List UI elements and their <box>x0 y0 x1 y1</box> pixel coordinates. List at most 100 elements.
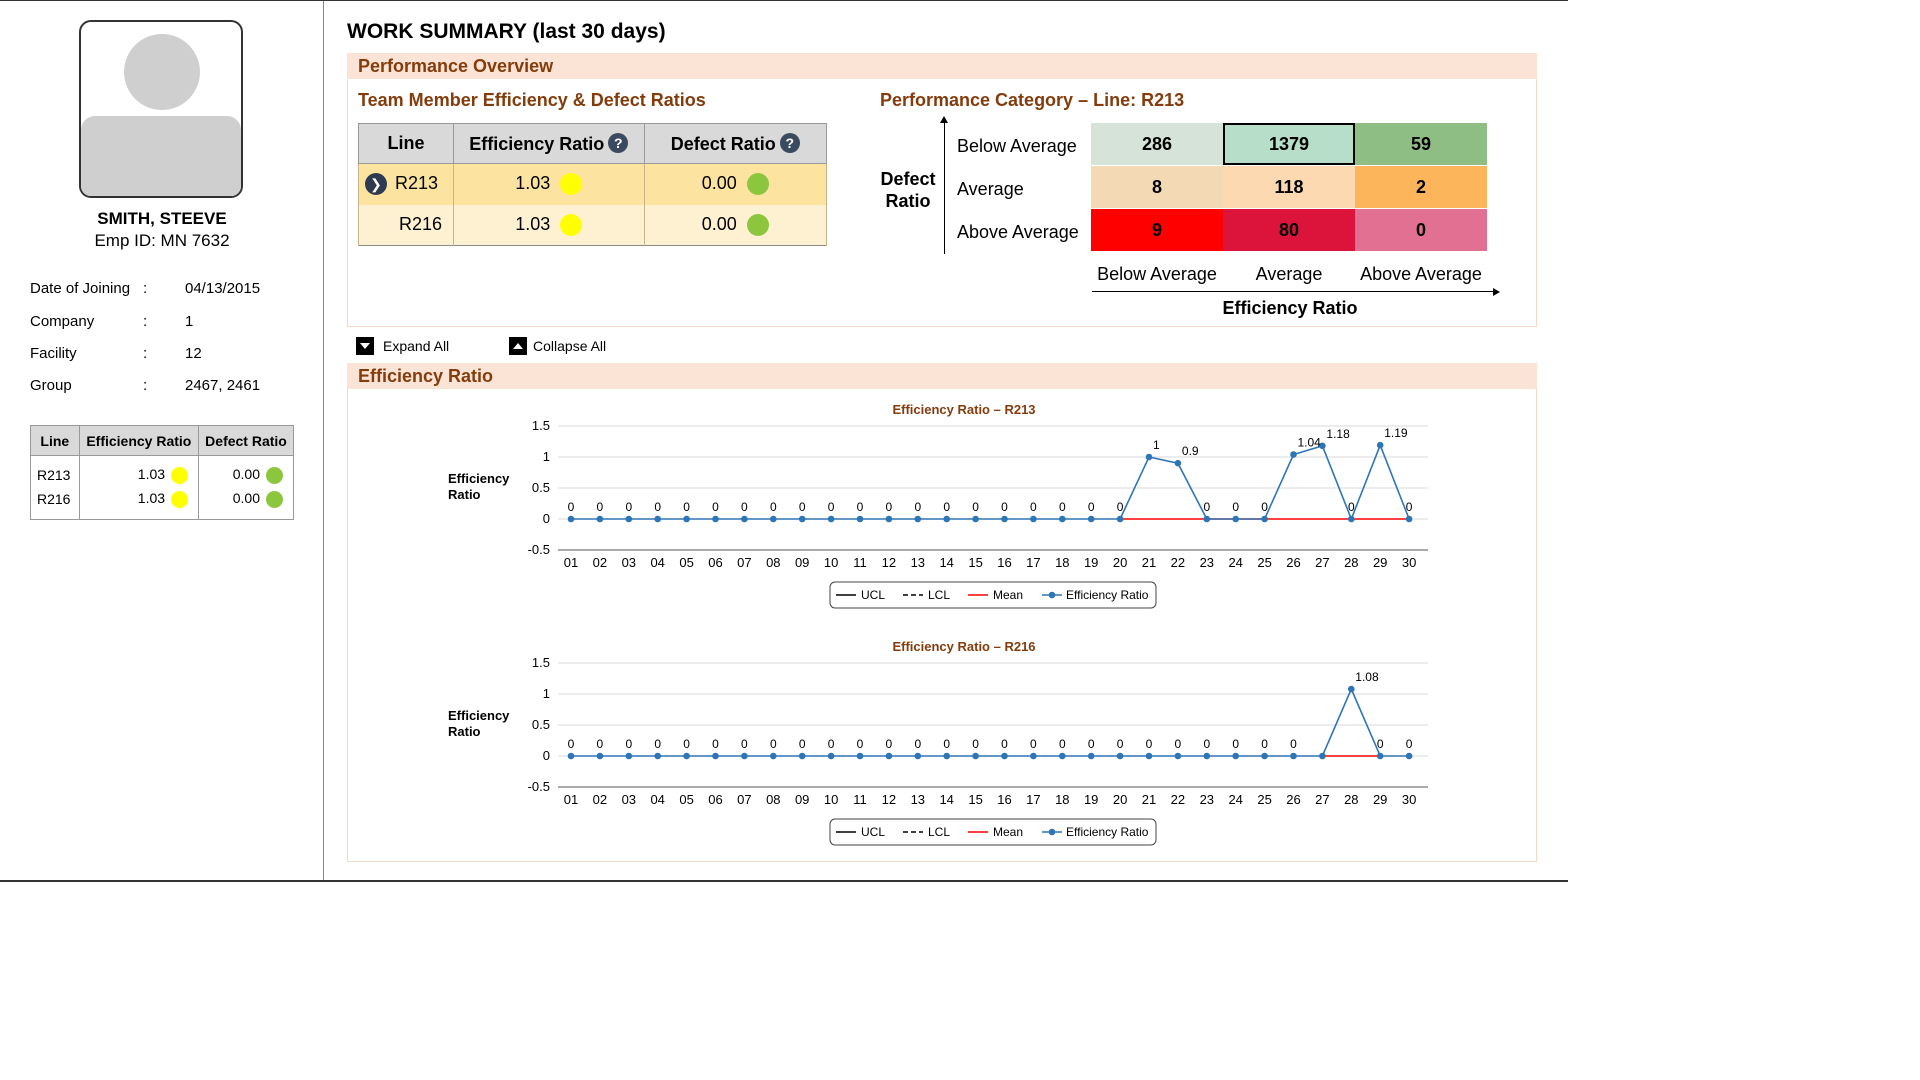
page-title: WORK SUMMARY (last 30 days) <box>347 20 666 43</box>
data-label: 0 <box>625 500 632 514</box>
legend-label: Mean <box>993 825 1023 839</box>
data-point <box>1348 515 1355 523</box>
collapse-all-button[interactable]: Collapse All <box>509 337 606 356</box>
data-label: 0 <box>886 737 893 751</box>
data-label: 0 <box>712 737 719 751</box>
yellow-status-dot-icon <box>560 173 583 196</box>
info-separator: : <box>143 313 148 330</box>
x-tick-label: 18 <box>1055 555 1069 570</box>
column-header-line: Line <box>358 123 454 164</box>
matrix-cell[interactable]: 80 <box>1223 209 1355 251</box>
x-tick-label: 29 <box>1373 555 1387 570</box>
data-label: 0 <box>712 500 719 514</box>
defect-axis-label-line1: Defect <box>880 169 936 189</box>
defect-cell: 0.00 <box>643 163 828 205</box>
efficiency-value: 1.03 <box>137 465 166 482</box>
x-tick-label: 18 <box>1055 792 1069 807</box>
info-row-company: Company : 1 <box>30 313 310 333</box>
data-label: 0 <box>1059 737 1066 751</box>
y-tick-label: 1 <box>543 686 550 701</box>
data-label: 0 <box>1117 737 1124 751</box>
info-label: Group <box>30 377 72 394</box>
yellow-status-dot-icon <box>171 466 189 484</box>
data-label: 0 <box>828 500 835 514</box>
legend-swatch-marker <box>1048 591 1056 599</box>
x-tick-label: 16 <box>997 555 1011 570</box>
x-tick-label: 02 <box>593 792 607 807</box>
data-point <box>654 515 661 523</box>
data-point <box>625 752 633 760</box>
data-label: 0 <box>943 737 950 751</box>
table-row: R216 1.03 0.00 <box>30 487 294 520</box>
matrix-cell[interactable]: 118 <box>1223 166 1355 208</box>
matrix-cell[interactable]: 8 <box>1091 166 1223 208</box>
defect-value: 0.00 <box>232 465 260 482</box>
data-point <box>827 515 835 523</box>
x-tick-label: 05 <box>679 555 693 570</box>
employee-id: Emp ID: MN 7632 <box>94 231 230 250</box>
avatar <box>79 20 243 198</box>
data-point <box>1087 752 1095 760</box>
data-label: 0 <box>972 737 979 751</box>
data-point <box>1405 515 1413 523</box>
help-icon[interactable]: ? <box>779 132 800 153</box>
y-axis-label: Efficiency <box>448 471 510 486</box>
x-tick-label: 20 <box>1113 555 1127 570</box>
data-label: 1.04 <box>1298 436 1322 450</box>
data-point <box>1174 459 1182 467</box>
matrix-cell[interactable]: 2 <box>1355 166 1487 208</box>
data-label: 0 <box>568 737 575 751</box>
x-tick-label: 23 <box>1200 555 1214 570</box>
column-header-defect: Defect Ratio <box>198 425 294 456</box>
data-label: 0 <box>857 737 864 751</box>
y-tick-label: 0 <box>543 511 550 526</box>
matrix-cell[interactable]: 59 <box>1355 123 1487 165</box>
matrix-cell[interactable]: 9 <box>1091 209 1223 251</box>
chart-legend <box>829 818 1157 846</box>
y-axis-label: Ratio <box>448 724 481 739</box>
info-value: 04/13/2015 <box>185 280 261 297</box>
green-status-dot-icon <box>746 173 769 196</box>
matrix-cell[interactable]: 0 <box>1355 209 1487 251</box>
data-point <box>943 752 950 760</box>
chart-legend <box>829 581 1157 609</box>
x-tick-label: 09 <box>795 555 809 570</box>
x-tick-label: 13 <box>911 792 925 807</box>
x-tick-label: 03 <box>622 555 636 570</box>
data-point <box>741 515 748 523</box>
info-label: Facility <box>30 345 77 362</box>
matrix-row-label: Above Average <box>957 222 1079 242</box>
x-tick-label: 11 <box>853 792 867 807</box>
x-tick-label: 24 <box>1228 555 1242 570</box>
x-tick-label: 26 <box>1286 792 1300 807</box>
help-icon[interactable]: ? <box>608 132 629 153</box>
table-row[interactable]: R216 1.03 0.00 <box>358 204 828 246</box>
data-label: 0 <box>914 500 921 514</box>
expand-all-button[interactable]: Expand All <box>356 337 449 356</box>
table-row-selected[interactable]: ❯ R213 1.03 0.00 <box>358 163 828 205</box>
defect-value: 0.00 <box>232 490 260 507</box>
x-tick-label: 23 <box>1200 792 1214 807</box>
defect-cell: 0.00 <box>198 487 294 520</box>
data-label: 0 <box>770 500 777 514</box>
arrow-up-icon <box>940 116 948 123</box>
data-point <box>567 752 575 760</box>
data-point <box>972 752 979 760</box>
info-row-facility: Facility : 12 <box>30 345 310 365</box>
matrix-cell[interactable]: 286 <box>1091 123 1223 165</box>
data-point <box>712 515 719 523</box>
efficiency-cell: 1.03 <box>452 163 645 205</box>
x-tick-label: 07 <box>737 555 751 570</box>
legend-label: LCL <box>928 825 950 839</box>
defect-axis-label-line2: Ratio <box>885 191 931 211</box>
chevron-right-icon[interactable]: ❯ <box>365 173 387 196</box>
matrix-cell[interactable]: 1379 <box>1223 123 1355 165</box>
data-label: 0 <box>1117 500 1124 514</box>
info-label: Date of Joining <box>30 280 131 297</box>
x-tick-label: 10 <box>824 555 838 570</box>
data-label: 0 <box>1088 500 1095 514</box>
x-tick-label: 15 <box>968 555 982 570</box>
performance-overview-panel <box>347 79 1537 327</box>
data-point <box>596 515 604 523</box>
